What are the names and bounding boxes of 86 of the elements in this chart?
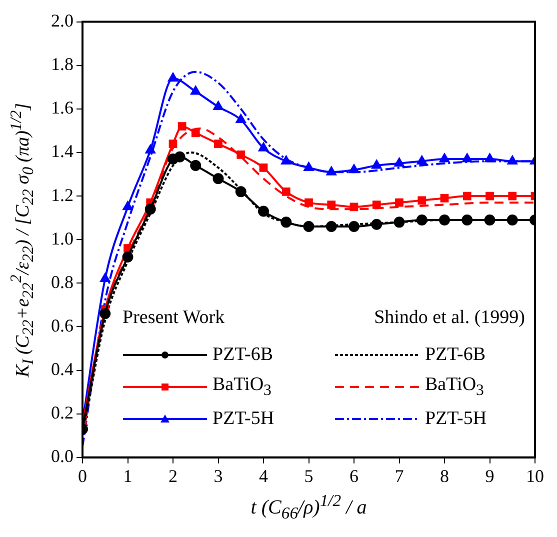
x-axis-title: t (C$_{66}$/ρ)$^{1/2}$ / a: [250, 491, 368, 524]
point: [178, 122, 186, 131]
annotation: Present Work: [122, 307, 225, 330]
legend-label: PZT-5H: [425, 408, 487, 430]
x-tick-label: 10: [526, 466, 544, 486]
point: [282, 188, 290, 196]
point: [416, 214, 428, 226]
point: [395, 198, 404, 207]
x-tick-label: 1: [123, 466, 132, 486]
point: [236, 114, 246, 124]
point: [439, 214, 450, 226]
legend-label: PZT-6B: [212, 344, 274, 366]
point: [506, 214, 518, 226]
point: [100, 308, 111, 320]
x-tick-label: 0: [78, 466, 87, 486]
x-tick-label: 9: [485, 466, 494, 486]
point: [326, 166, 336, 176]
point: [304, 162, 314, 171]
point: [214, 140, 222, 148]
annotation: Shindo et al. (1999): [374, 307, 525, 330]
point: [394, 158, 404, 167]
point: [304, 198, 313, 207]
point: [190, 160, 202, 172]
point: [281, 156, 292, 164]
x-tick-label: 4: [259, 466, 268, 486]
x-tick-label: 8: [440, 466, 449, 486]
x-tick-label: 3: [214, 466, 223, 486]
point: [462, 214, 473, 226]
y-tick-label: 1.2: [51, 184, 74, 205]
y-tick-label: 0.0: [51, 446, 74, 466]
point: [440, 154, 450, 162]
point: [394, 216, 405, 228]
point: [168, 72, 178, 82]
x-tick-label: 5: [304, 466, 314, 486]
point: [213, 101, 224, 110]
point: [122, 201, 133, 210]
point: [100, 273, 110, 282]
y-tick-label: 1.8: [51, 54, 74, 74]
point: [258, 206, 269, 217]
y-tick-label: 0.8: [51, 272, 74, 292]
point: [212, 173, 224, 184]
point: [484, 214, 496, 226]
point: [507, 156, 518, 164]
point: [349, 164, 359, 174]
point: [144, 204, 156, 215]
point: [484, 154, 495, 162]
y-tick-label: 1.0: [51, 228, 74, 248]
point: [190, 86, 201, 95]
legend-label: PZT-6B: [425, 344, 486, 366]
legend-label: BaTiO$_{3}$: [212, 374, 272, 400]
point: [350, 202, 358, 212]
point: [508, 192, 517, 200]
point: [371, 218, 382, 230]
point: [372, 160, 382, 169]
y-tick-label: 1.4: [51, 141, 74, 162]
point: [174, 151, 186, 162]
y-tick-label: 1.6: [51, 98, 74, 118]
point: [191, 128, 200, 138]
point: [258, 142, 268, 152]
point: [327, 200, 336, 209]
x-tick-label: 7: [394, 466, 404, 486]
point: [236, 150, 246, 159]
point: [440, 194, 449, 202]
legend-label: BaTiO$_{3}$: [425, 374, 484, 400]
point: [372, 200, 381, 209]
point: [326, 221, 337, 232]
point: [235, 186, 246, 198]
y-tick-label: 0.2: [51, 402, 74, 423]
point: [462, 192, 472, 200]
point: [122, 252, 134, 263]
legend-label: PZT-5H: [212, 408, 274, 430]
point: [486, 192, 494, 200]
y-tick-label: 0.4: [51, 359, 74, 380]
point: [303, 221, 314, 232]
point: [348, 221, 360, 232]
y-tick-label: 0.6: [51, 315, 74, 336]
point: [418, 196, 426, 205]
point: [145, 144, 156, 154]
point: [168, 140, 178, 148]
point: [416, 156, 427, 164]
point: [280, 216, 292, 228]
x-tick-label: 2: [168, 466, 178, 486]
point: [462, 154, 472, 162]
point: [259, 164, 268, 172]
y-tick-label: 2.0: [51, 10, 74, 31]
x-tick-label: 6: [350, 466, 358, 486]
